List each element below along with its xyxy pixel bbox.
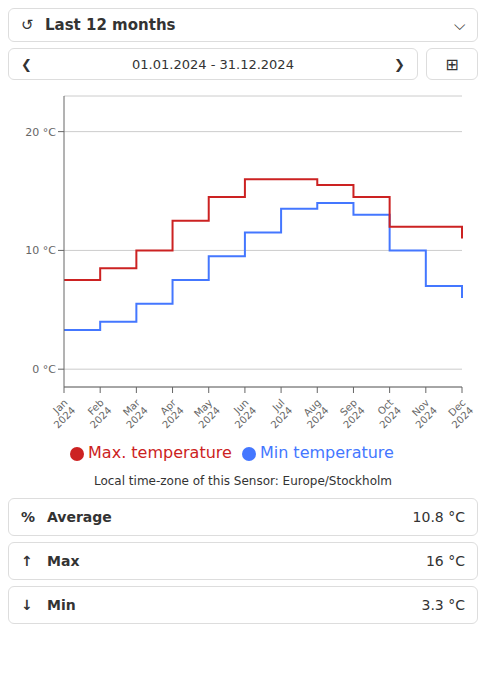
html-text:16 °C: 16 °C bbox=[426, 553, 465, 569]
svg-text:Jun2024: Jun2024 bbox=[225, 397, 259, 431]
svg-text:Nov2024: Nov2024 bbox=[406, 397, 440, 431]
svg-text:Apr2024: Apr2024 bbox=[152, 396, 186, 430]
html-text:Average: Average bbox=[47, 509, 112, 525]
html-text:Last 12 months: Last 12 months bbox=[45, 16, 176, 34]
svg-text:Feb2024: Feb2024 bbox=[80, 397, 114, 431]
svg-text:Jan2024: Jan2024 bbox=[44, 397, 78, 431]
html-text:01.01.2024 - 31.12.2024: 01.01.2024 - 31.12.2024 bbox=[132, 56, 294, 72]
html-text:Min: Min bbox=[47, 597, 76, 613]
html-text:Min temperature: Min temperature bbox=[259, 443, 394, 462]
svg-text:Sep2024: Sep2024 bbox=[333, 397, 367, 431]
html-text:Local time-zone of this Sensor: Local time-zone of this Sensor: Europe/S… bbox=[93, 474, 392, 488]
svg-text:Aug2024: Aug2024 bbox=[297, 397, 331, 431]
svg-text:0 °C: 0 °C bbox=[32, 363, 56, 376]
svg-text:Oct2024: Oct2024 bbox=[370, 397, 404, 431]
html-text:3.3 °C: 3.3 °C bbox=[421, 597, 465, 613]
svg-text:Mar2024: Mar2024 bbox=[116, 396, 150, 430]
svg-text:Dec2024: Dec2024 bbox=[442, 397, 476, 431]
html-text:10.8 °C: 10.8 °C bbox=[412, 509, 465, 525]
html-text:Max: Max bbox=[47, 553, 80, 569]
html-text:Max. temperature: Max. temperature bbox=[88, 443, 232, 462]
svg-text:May2024: May2024 bbox=[189, 397, 223, 431]
svg-text:10 °C: 10 °C bbox=[25, 244, 56, 257]
svg-text:20 °C: 20 °C bbox=[25, 126, 56, 139]
svg-text:Jul2024: Jul2024 bbox=[261, 397, 295, 431]
